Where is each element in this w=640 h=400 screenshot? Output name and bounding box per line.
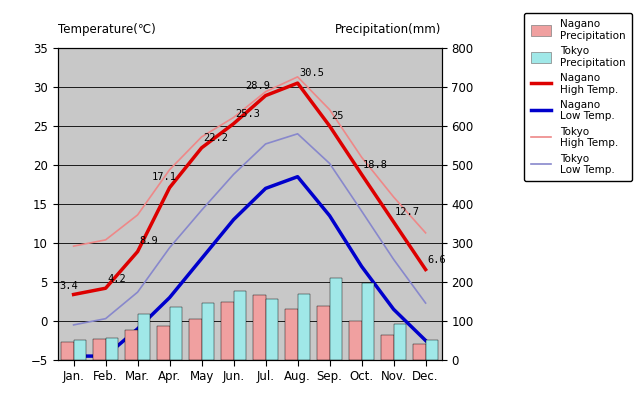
Bar (266, 299, 278, 360)
Bar (349, 321, 362, 360)
Text: 28.9: 28.9 (244, 81, 270, 91)
Bar (317, 306, 330, 360)
Text: 4.2: 4.2 (107, 274, 126, 284)
Text: 18.8: 18.8 (364, 160, 388, 170)
Bar (394, 324, 406, 360)
Bar (285, 309, 298, 360)
Bar (157, 326, 170, 360)
Bar (189, 319, 202, 360)
Bar (330, 278, 342, 360)
Text: 3.4: 3.4 (59, 280, 78, 290)
Bar (106, 338, 118, 360)
Bar (125, 330, 138, 360)
Text: 25: 25 (332, 111, 344, 121)
Bar (93, 338, 106, 360)
Text: 25.3: 25.3 (236, 109, 260, 119)
Text: Precipitation(mm): Precipitation(mm) (335, 22, 442, 36)
Bar (426, 340, 438, 360)
Text: 6.6: 6.6 (428, 255, 446, 265)
Bar (234, 290, 246, 360)
Bar (202, 303, 214, 360)
Bar (170, 307, 182, 360)
Bar (61, 342, 74, 360)
Bar (138, 314, 150, 360)
Bar (253, 295, 266, 360)
Bar (381, 335, 394, 360)
Bar (221, 302, 234, 360)
Text: 17.1: 17.1 (152, 172, 177, 182)
Legend: Nagano
Precipitation, Tokyo
Precipitation, Nagano
High Temp., Nagano
Low Temp., : Nagano Precipitation, Tokyo Precipitatio… (524, 13, 632, 181)
Text: 22.2: 22.2 (204, 133, 228, 143)
Bar (362, 283, 374, 360)
Text: Temperature(℃): Temperature(℃) (58, 22, 156, 36)
Bar (74, 340, 86, 360)
Text: 30.5: 30.5 (300, 68, 324, 78)
Bar (413, 344, 426, 360)
Text: 8.9: 8.9 (140, 236, 158, 246)
Bar (298, 294, 310, 360)
Text: 12.7: 12.7 (396, 207, 420, 217)
